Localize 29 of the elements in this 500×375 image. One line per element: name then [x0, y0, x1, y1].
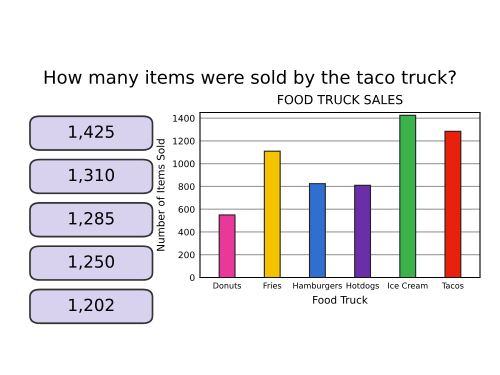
chart-subtitle: How many items were sold by the taco truck? [44, 70, 456, 88]
x-tick-label: Fries [264, 282, 282, 289]
y-tick-label: 1200 [173, 138, 195, 145]
text: 1,285 [69, 212, 114, 226]
text: 1,250 [69, 255, 114, 270]
x-tick-label: Tacos [442, 282, 464, 289]
bar [399, 114, 416, 278]
y-tick-label: 600 [178, 206, 195, 213]
y-tick-label: 0 [190, 274, 195, 282]
bar [308, 183, 326, 278]
y-tick-label: 400 [178, 228, 195, 236]
bar [444, 130, 462, 278]
x-tick-label: Donuts [214, 282, 242, 289]
text: 1,202 [69, 298, 114, 313]
chart-title: FOOD TRUCK SALES [278, 94, 402, 104]
bar [354, 184, 372, 278]
bar [264, 150, 281, 278]
x-axis-title: Food Truck [313, 296, 368, 304]
x-tick-label: Ice Cream [388, 282, 428, 289]
y-tick-label: 200 [178, 251, 195, 258]
y-tick-label: 1400 [173, 114, 195, 122]
y-axis-title: Number of Items Sold [156, 139, 165, 251]
y-tick-label: 800 [178, 183, 195, 190]
text: 1,425 [69, 125, 114, 140]
y-tick-label: 1000 [173, 160, 195, 168]
x-tick-label: Hamburgers [293, 282, 342, 290]
bar [218, 214, 236, 278]
text: 1,310 [69, 168, 114, 183]
x-tick-label: Hotdogs [346, 282, 379, 290]
